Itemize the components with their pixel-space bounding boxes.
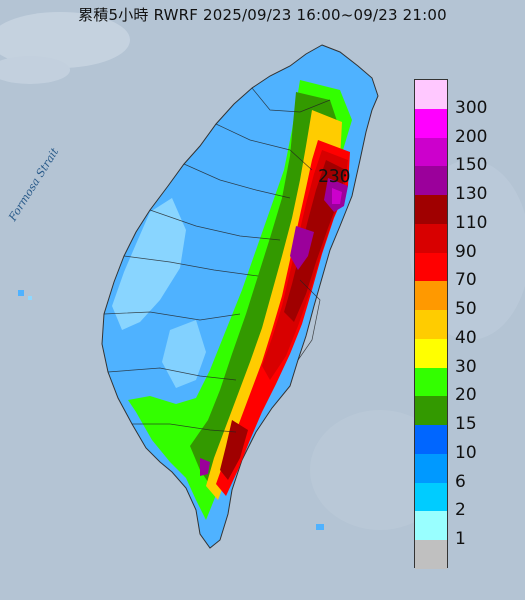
legend-swatch: [415, 137, 447, 167]
legend-label: 130: [455, 184, 488, 205]
legend-swatch: [415, 310, 447, 339]
legend-label: 20: [455, 385, 477, 406]
map-title: 累積5小時 RWRF 2025/09/23 16:00~09/23 21:00: [78, 6, 447, 24]
magenta-peak: [332, 188, 342, 204]
penghu-island: [18, 290, 24, 296]
legend-swatch: [415, 425, 447, 454]
boundaries: [103, 87, 331, 433]
legend-label: 10: [455, 442, 477, 463]
legend-label: 2: [455, 500, 466, 521]
color-legend: [414, 79, 448, 569]
legend-swatch: [415, 367, 447, 397]
legend-label: 30: [455, 356, 477, 377]
legend-label: 15: [455, 414, 477, 435]
west-plain-light-2: [162, 320, 206, 388]
legend-label: 150: [455, 155, 488, 176]
maroon-south: [220, 420, 248, 480]
legend-swatch: [415, 108, 447, 138]
legend-swatch: [415, 338, 447, 368]
peak-value-label: 230: [318, 166, 351, 187]
legend-label: 90: [455, 241, 477, 262]
west-plain-light: [112, 198, 186, 330]
legend-swatch: [415, 80, 447, 109]
legend-label: 200: [455, 126, 488, 147]
legend-swatch: [415, 396, 447, 426]
legend-swatch: [415, 511, 447, 541]
legend-swatch: [415, 166, 447, 196]
legend-label: 300: [455, 97, 488, 118]
legend-swatch: [415, 453, 447, 483]
legend-label: 110: [455, 212, 488, 233]
legend-label: 6: [455, 471, 466, 492]
legend-label: 40: [455, 327, 477, 348]
legend-swatch: [415, 281, 447, 311]
legend-label: 70: [455, 270, 477, 291]
legend-label: 1: [455, 529, 466, 550]
purple-south: [200, 458, 210, 476]
legend-swatch: [415, 195, 447, 224]
penghu-island-2: [28, 296, 32, 300]
legend-swatch: [415, 223, 447, 253]
lanyu-island: [316, 524, 324, 530]
legend-swatch: [415, 252, 447, 282]
purple-ridge: [290, 226, 314, 270]
legend-label: 50: [455, 299, 477, 320]
legend-swatch: [415, 482, 447, 512]
legend-swatch: [415, 540, 447, 569]
